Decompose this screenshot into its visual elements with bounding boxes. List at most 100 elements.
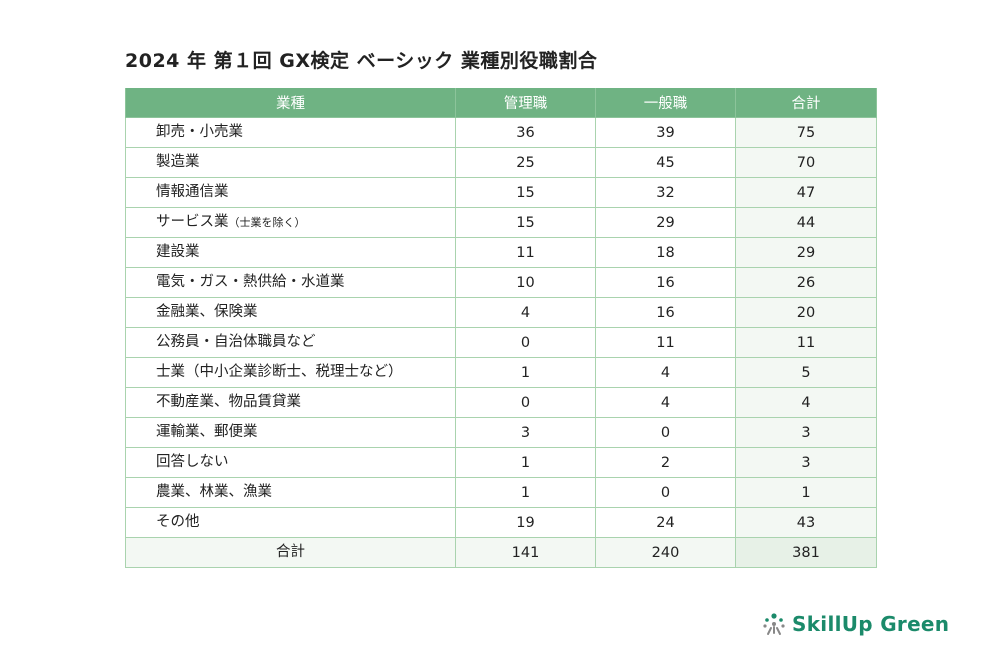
- industry-label: サービス業: [156, 214, 229, 231]
- general-count-cell: 11: [595, 327, 736, 358]
- header-industry: 業種: [125, 88, 456, 118]
- industry-role-table: 業種 管理職 一般職 合計 卸売・小売業 36 39 75 製造業 25 45 70 情報通信業…: [125, 88, 877, 568]
- page-title: 2024 年 第１回 GX検定 ベーシック 業種別役職割合: [125, 50, 598, 72]
- total-count-cell: 3: [735, 447, 877, 478]
- table-row: 士業（中小企業診断士、税理士など） 1 4 5: [125, 357, 877, 388]
- industry-cell: 農業、林業、漁業: [125, 477, 456, 508]
- summary-total-cell: 381: [735, 537, 877, 568]
- table-row: 農業、林業、漁業 1 0 1: [125, 477, 877, 508]
- industry-label: 農業、林業、漁業: [156, 484, 272, 501]
- table-row: サービス業（士業を除く） 15 29 44: [125, 207, 877, 238]
- general-count-cell: 45: [595, 147, 736, 178]
- industry-cell: 士業（中小企業診断士、税理士など）: [125, 357, 456, 388]
- general-count-cell: 0: [595, 417, 736, 448]
- total-count-cell: 3: [735, 417, 877, 448]
- total-count-cell: 4: [735, 387, 877, 418]
- general-count-cell: 16: [595, 297, 736, 328]
- table-header-row: 業種 管理職 一般職 合計: [125, 88, 877, 118]
- general-count-cell: 4: [595, 387, 736, 418]
- industry-label: 不動産業、物品賃貸業: [156, 394, 301, 411]
- industry-cell: 製造業: [125, 147, 456, 178]
- general-count-cell: 24: [595, 507, 736, 538]
- header-general: 一般職: [595, 88, 736, 118]
- industry-note: （士業を除く）: [228, 216, 306, 230]
- manager-count-cell: 1: [455, 447, 596, 478]
- table-row: その他 19 24 43: [125, 507, 877, 538]
- manager-count-cell: 19: [455, 507, 596, 538]
- manager-count-cell: 4: [455, 297, 596, 328]
- summary-row: 合計 141 240 381: [125, 537, 877, 568]
- industry-cell: 不動産業、物品賃貸業: [125, 387, 456, 418]
- table-row: 不動産業、物品賃貸業 0 4 4: [125, 387, 877, 418]
- manager-count-cell: 11: [455, 237, 596, 268]
- manager-count-cell: 1: [455, 357, 596, 388]
- manager-count-cell: 1: [455, 477, 596, 508]
- total-count-cell: 20: [735, 297, 877, 328]
- industry-label: 電気・ガス・熱供給・水道業: [156, 274, 345, 291]
- manager-count-cell: 3: [455, 417, 596, 448]
- manager-count-cell: 0: [455, 387, 596, 418]
- industry-label: 建設業: [156, 244, 200, 261]
- industry-cell: サービス業（士業を除く）: [125, 207, 456, 238]
- industry-cell: 金融業、保険業: [125, 297, 456, 328]
- total-count-cell: 70: [735, 147, 877, 178]
- industry-cell: 電気・ガス・熱供給・水道業: [125, 267, 456, 298]
- industry-label: 運輸業、郵便業: [156, 424, 258, 441]
- table-row: 公務員・自治体職員など 0 11 11: [125, 327, 877, 358]
- industry-cell: 建設業: [125, 237, 456, 268]
- table-row: 製造業 25 45 70: [125, 147, 877, 178]
- industry-label: 卸売・小売業: [156, 124, 243, 141]
- industry-label: 情報通信業: [156, 184, 229, 201]
- table-row: 卸売・小売業 36 39 75: [125, 117, 877, 148]
- table-row: 回答しない 1 2 3: [125, 447, 877, 478]
- table-row: 建設業 11 18 29: [125, 237, 877, 268]
- general-count-cell: 0: [595, 477, 736, 508]
- summary-manager-cell: 141: [455, 537, 596, 568]
- industry-label: 製造業: [156, 154, 200, 171]
- manager-count-cell: 0: [455, 327, 596, 358]
- skillup-green-logo: SkillUp Green: [762, 612, 949, 636]
- table-row: 電気・ガス・熱供給・水道業 10 16 26: [125, 267, 877, 298]
- table-row: 運輸業、郵便業 3 0 3: [125, 417, 877, 448]
- total-count-cell: 44: [735, 207, 877, 238]
- total-count-cell: 75: [735, 117, 877, 148]
- industry-cell: その他: [125, 507, 456, 538]
- table-row: 情報通信業 15 32 47: [125, 177, 877, 208]
- industry-label: 回答しない: [156, 454, 229, 471]
- industry-cell: 回答しない: [125, 447, 456, 478]
- total-count-cell: 47: [735, 177, 877, 208]
- logo-mark-icon: [763, 613, 785, 635]
- general-count-cell: 4: [595, 357, 736, 388]
- industry-label: 公務員・自治体職員など: [156, 334, 316, 351]
- general-count-cell: 18: [595, 237, 736, 268]
- general-count-cell: 29: [595, 207, 736, 238]
- general-count-cell: 39: [595, 117, 736, 148]
- general-count-cell: 32: [595, 177, 736, 208]
- industry-label: その他: [156, 514, 200, 531]
- industry-cell: 公務員・自治体職員など: [125, 327, 456, 358]
- total-count-cell: 29: [735, 237, 877, 268]
- manager-count-cell: 10: [455, 267, 596, 298]
- manager-count-cell: 15: [455, 207, 596, 238]
- header-total: 合計: [735, 88, 877, 118]
- summary-general-cell: 240: [595, 537, 736, 568]
- total-count-cell: 43: [735, 507, 877, 538]
- table-row: 金融業、保険業 4 16 20: [125, 297, 877, 328]
- general-count-cell: 2: [595, 447, 736, 478]
- general-count-cell: 16: [595, 267, 736, 298]
- industry-label: 金融業、保険業: [156, 304, 258, 321]
- manager-count-cell: 36: [455, 117, 596, 148]
- total-count-cell: 5: [735, 357, 877, 388]
- industry-cell: 運輸業、郵便業: [125, 417, 456, 448]
- logo-text: SkillUp Green: [792, 612, 950, 636]
- industry-cell: 卸売・小売業: [125, 117, 456, 148]
- manager-count-cell: 25: [455, 147, 596, 178]
- industry-cell: 情報通信業: [125, 177, 456, 208]
- total-count-cell: 11: [735, 327, 877, 358]
- manager-count-cell: 15: [455, 177, 596, 208]
- total-count-cell: 1: [735, 477, 877, 508]
- industry-label: 士業（中小企業診断士、税理士など）: [156, 364, 403, 381]
- summary-label: 合計: [125, 537, 456, 568]
- total-count-cell: 26: [735, 267, 877, 298]
- header-manager: 管理職: [455, 88, 596, 118]
